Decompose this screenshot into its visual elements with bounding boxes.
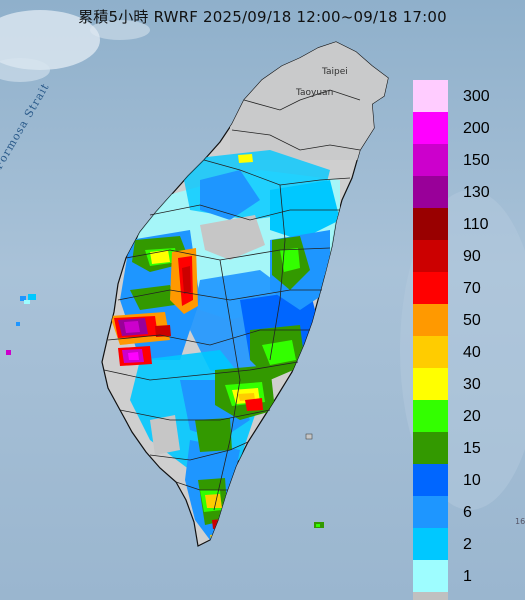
- legend-swatch: [413, 560, 448, 592]
- rainfall-layer: [110, 42, 388, 543]
- legend-swatch: [413, 496, 448, 528]
- legend-label: 70: [463, 280, 481, 297]
- legend-label: 40: [463, 344, 481, 361]
- legend-swatch: [413, 592, 448, 600]
- taipei-label: Taipei: [322, 67, 348, 77]
- legend-label: 130: [463, 184, 490, 201]
- green-island: [314, 522, 324, 528]
- legend-swatch: [413, 336, 448, 368]
- legend-swatch: [413, 432, 448, 464]
- legend-label: 20: [463, 408, 481, 425]
- orchid-island: [305, 433, 313, 440]
- legend-label: 6: [463, 504, 472, 521]
- legend-label: 10: [463, 472, 481, 489]
- legend-swatch: [413, 112, 448, 144]
- legend-swatch: [413, 400, 448, 432]
- legend-swatch: [413, 240, 448, 272]
- legend-label: 150: [463, 152, 490, 169]
- legend-swatch: [413, 176, 448, 208]
- legend-swatch: [413, 144, 448, 176]
- county-boundaries: [103, 89, 361, 511]
- legend-swatch: [413, 208, 448, 240]
- penghu-islands: [6, 294, 36, 355]
- legend-label: 15: [463, 440, 481, 457]
- taoyuan-label: Taoyuan: [296, 88, 334, 98]
- legend-swatch: [413, 528, 448, 560]
- legend-label: 300: [463, 88, 490, 105]
- legend-swatch: [413, 304, 448, 336]
- legend-label: 30: [463, 376, 481, 393]
- legend-swatch: [413, 464, 448, 496]
- legend-swatch: [413, 368, 448, 400]
- legend-swatch: [413, 80, 448, 112]
- legend-label: 110: [463, 216, 489, 233]
- legend-label: 200: [463, 120, 490, 137]
- legend-label: 50: [463, 312, 481, 329]
- legend-label: 1: [463, 568, 472, 585]
- legend-swatch: [413, 272, 448, 304]
- map-title: 累積5小時 RWRF 2025/09/18 12:00~09/18 17:00: [78, 8, 447, 26]
- legend-label: 2: [463, 536, 472, 553]
- legend-label: 90: [463, 248, 481, 265]
- edge-label-fragment: 16: [515, 517, 525, 526]
